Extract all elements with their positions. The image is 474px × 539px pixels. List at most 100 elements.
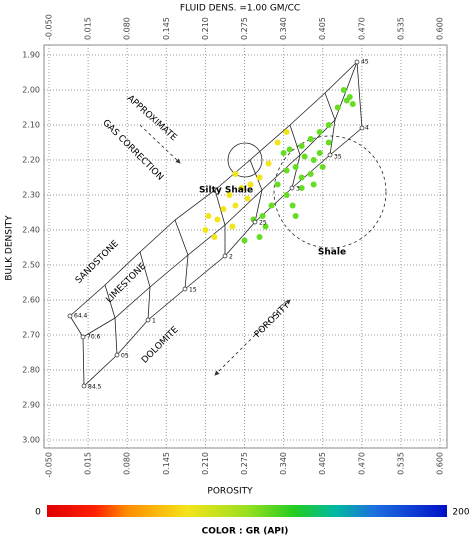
scatter-point: [319, 164, 326, 170]
scatter-point: [298, 143, 305, 149]
scatter-point: [214, 216, 221, 223]
x-tick-label: 0.210: [201, 17, 210, 40]
line-label: 1: [152, 318, 156, 325]
scatter-point: [307, 136, 314, 142]
y-tick-label: 1.90: [22, 51, 40, 60]
scatter-point: [280, 150, 287, 156]
scatter-point: [259, 213, 266, 219]
annotation: Shale: [318, 248, 346, 258]
y-tick-label: 2.80: [22, 366, 40, 375]
scatter-point: [244, 195, 251, 202]
scatter-point: [256, 174, 263, 181]
line-label: 35: [334, 154, 342, 161]
y-tick-label: 2.70: [22, 331, 40, 340]
colorbar-max: 200: [452, 508, 469, 518]
scatter-point: [310, 181, 317, 188]
scatter-point: [316, 129, 323, 135]
line-label: 25: [259, 220, 267, 227]
scatter-point: [241, 237, 248, 244]
x-axis-label: POROSITY: [207, 487, 253, 497]
scatter-point: [310, 157, 317, 163]
scatter-point: [232, 202, 239, 209]
line-label: 70.6: [87, 334, 101, 341]
shale-circle: [273, 135, 387, 249]
y-axis-label: BULK DENSITY: [5, 215, 15, 281]
scatter-point: [274, 181, 281, 188]
line-label: 2: [229, 254, 233, 261]
chart-title: FLUID DENS. =1.00 GM/CC: [180, 4, 300, 14]
colorbar-min: 0: [35, 508, 41, 518]
scatter-point: [226, 192, 233, 198]
scatter-point: [334, 104, 341, 111]
x-tick-label: 0.470: [357, 452, 366, 475]
scatter-point: [292, 213, 299, 219]
scatter-points: [202, 87, 356, 244]
scatter-point: [268, 202, 275, 209]
x-tick-label: 0.405: [318, 17, 327, 40]
scatter-point: [238, 185, 245, 191]
scatter-point: [274, 139, 281, 146]
x-tick-label: 0.015: [84, 17, 93, 40]
scatter-point: [349, 101, 356, 107]
x-tick-label: 0.470: [357, 17, 366, 40]
x-tick-label: 0.340: [279, 17, 288, 40]
scatter-point: [205, 213, 212, 219]
line-label: 3: [296, 186, 300, 193]
y-tick-label: 2.60: [22, 296, 40, 305]
colorbar-label: COLOR : GR (API): [202, 527, 289, 537]
plot-frame: [43, 44, 448, 449]
scatter-point: [211, 234, 218, 240]
scatter-point: [289, 202, 296, 209]
x-tick-label: 0.405: [318, 452, 327, 475]
scatter-point: [340, 87, 347, 93]
x-tick-label: 0.145: [162, 452, 171, 475]
scatter-point: [292, 164, 299, 170]
grid: [44, 45, 447, 448]
scatter-point: [298, 185, 305, 191]
y-tick-label: 2.90: [22, 401, 40, 410]
line-label: 45: [361, 59, 369, 66]
y-tick-label: 2.30: [22, 191, 40, 200]
line-label: 84.5: [88, 384, 102, 391]
x-tick-label: 0.275: [240, 452, 249, 475]
x-tick-label: 0.535: [396, 452, 405, 475]
x-tick-label: 0.535: [396, 17, 405, 40]
scatter-point: [262, 223, 269, 230]
porosity-arrow: [254, 299, 291, 336]
x-tick-label: 0.600: [436, 17, 445, 40]
y-tick-label: 2.10: [22, 121, 40, 130]
scatter-point: [286, 146, 293, 153]
y-tick-label: 2.40: [22, 226, 40, 235]
scatter-point: [220, 206, 227, 212]
y-tick-label: 2.50: [22, 261, 40, 270]
scatter-point: [325, 122, 332, 128]
label-points: [67, 59, 365, 389]
line-label: 05: [121, 353, 129, 360]
scatter-point: [343, 97, 350, 104]
x-tick-label: 0.275: [240, 17, 249, 40]
x-tick-label: 0.080: [123, 17, 132, 40]
scatter-point: [307, 171, 314, 177]
colorbar: [47, 505, 447, 517]
scatter-point: [232, 171, 239, 177]
x-tick-label: -0.050: [45, 14, 54, 40]
scatter-point: [298, 174, 305, 181]
dolomite-line: [83, 61, 363, 387]
x-tick-label: -0.050: [45, 452, 54, 478]
scatter-point: [265, 160, 272, 167]
scatter-point: [325, 139, 332, 146]
scatter-point: [229, 223, 236, 230]
x-tick-label: 0.015: [84, 452, 93, 475]
x-tick-label: 0.600: [436, 452, 445, 475]
scatter-point: [247, 181, 254, 188]
x-tick-label: 0.340: [279, 452, 288, 475]
y-tick-label: 3.00: [22, 436, 40, 445]
y-tick-label: 2.20: [22, 156, 40, 165]
scatter-point: [301, 153, 308, 160]
x-tick-label: 0.080: [123, 452, 132, 475]
scatter-point: [256, 234, 263, 240]
silty-shale-circle: [227, 142, 263, 178]
scatter-point: [283, 192, 290, 198]
scatter-point: [283, 129, 290, 135]
